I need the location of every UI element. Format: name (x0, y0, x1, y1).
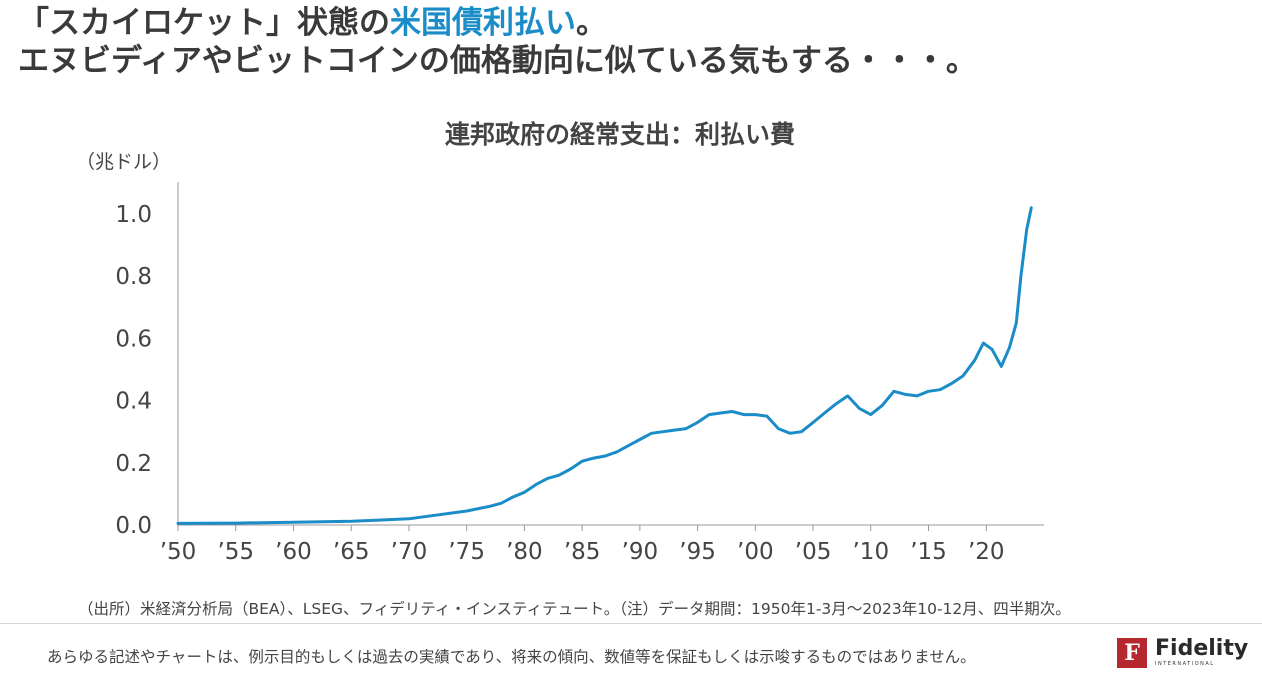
disclaimer-text: あらゆる記述やチャートは、例示目的もしくは過去の実績であり、将来の傾向、数値等を… (47, 648, 976, 666)
y-axis-unit-label: （兆ドル） (76, 151, 171, 173)
x-tick-label: ’80 (506, 539, 543, 565)
interest-expense-chart: 連邦政府の経常支出：利払い費 （兆ドル） 0.00.20.40.60.81.0 … (76, 120, 1044, 565)
x-tick-label: ’85 (564, 539, 601, 565)
y-tick-label: 1.0 (115, 202, 152, 228)
fidelity-logo-text: Fidelity INTERNATIONAL (1155, 638, 1248, 668)
x-tick-label: ’15 (910, 539, 947, 565)
y-tick-label: 0.2 (115, 451, 152, 477)
x-tick-label: ’50 (160, 539, 197, 565)
x-tick-label: ’00 (737, 539, 774, 565)
y-tick-label: 0.8 (115, 264, 152, 290)
x-tick-label: ’75 (448, 539, 485, 565)
footer-divider (0, 623, 1262, 624)
x-tick-label: ’10 (853, 539, 890, 565)
headline-line-1-suffix: 。 (576, 5, 607, 41)
headline-line-1: 「スカイロケット」状態の米国債利払い。 (18, 4, 977, 42)
series-line (176, 206, 1033, 525)
headline: 「スカイロケット」状態の米国債利払い。 エヌビディアやビットコインの価格動向に似… (18, 4, 977, 80)
fidelity-logo: F Fidelity INTERNATIONAL (1117, 638, 1248, 668)
x-tick-label: ’60 (275, 539, 312, 565)
x-tick-label: ’20 (968, 539, 1005, 565)
headline-highlight: 米国債利払い (390, 5, 576, 41)
source-note: （出所）米経済分析局（BEA）、LSEG、フィデリティ・インスティテュート。（注… (78, 600, 1071, 618)
y-tick-label: 0.0 (115, 513, 152, 539)
x-tick-label: ’55 (217, 539, 254, 565)
chart-axes (177, 182, 1044, 526)
brand-name: Fidelity (1155, 636, 1249, 661)
x-tick-label: ’05 (795, 539, 832, 565)
fidelity-logo-icon: F (1117, 638, 1147, 668)
x-tick-label: ’65 (333, 539, 370, 565)
x-tick-label: ’90 (622, 539, 659, 565)
chart-series (176, 206, 1033, 525)
brand-sub: INTERNATIONAL (1155, 661, 1215, 667)
x-tick-label: ’70 (391, 539, 428, 565)
chart-title: 連邦政府の経常支出：利払い費 (445, 120, 795, 149)
y-axis-ticks: 0.0 0.2 0.4 0.6 0.8 1.0 (115, 202, 152, 539)
headline-line-2: エヌビディアやビットコインの価格動向に似ている気もする・・・。 (18, 43, 977, 79)
headline-line-1-prefix: 「スカイロケット」状態の (18, 5, 390, 41)
x-axis-ticks: ’50 ’55 ’60 ’65 ’70 ’75 ’80 ’85 ’90 ’95 ’00 ’05 ’10 ’… (160, 525, 1005, 565)
y-tick-label: 0.6 (115, 326, 152, 352)
y-tick-label: 0.4 (115, 389, 152, 415)
x-tick-label: ’95 (679, 539, 716, 565)
